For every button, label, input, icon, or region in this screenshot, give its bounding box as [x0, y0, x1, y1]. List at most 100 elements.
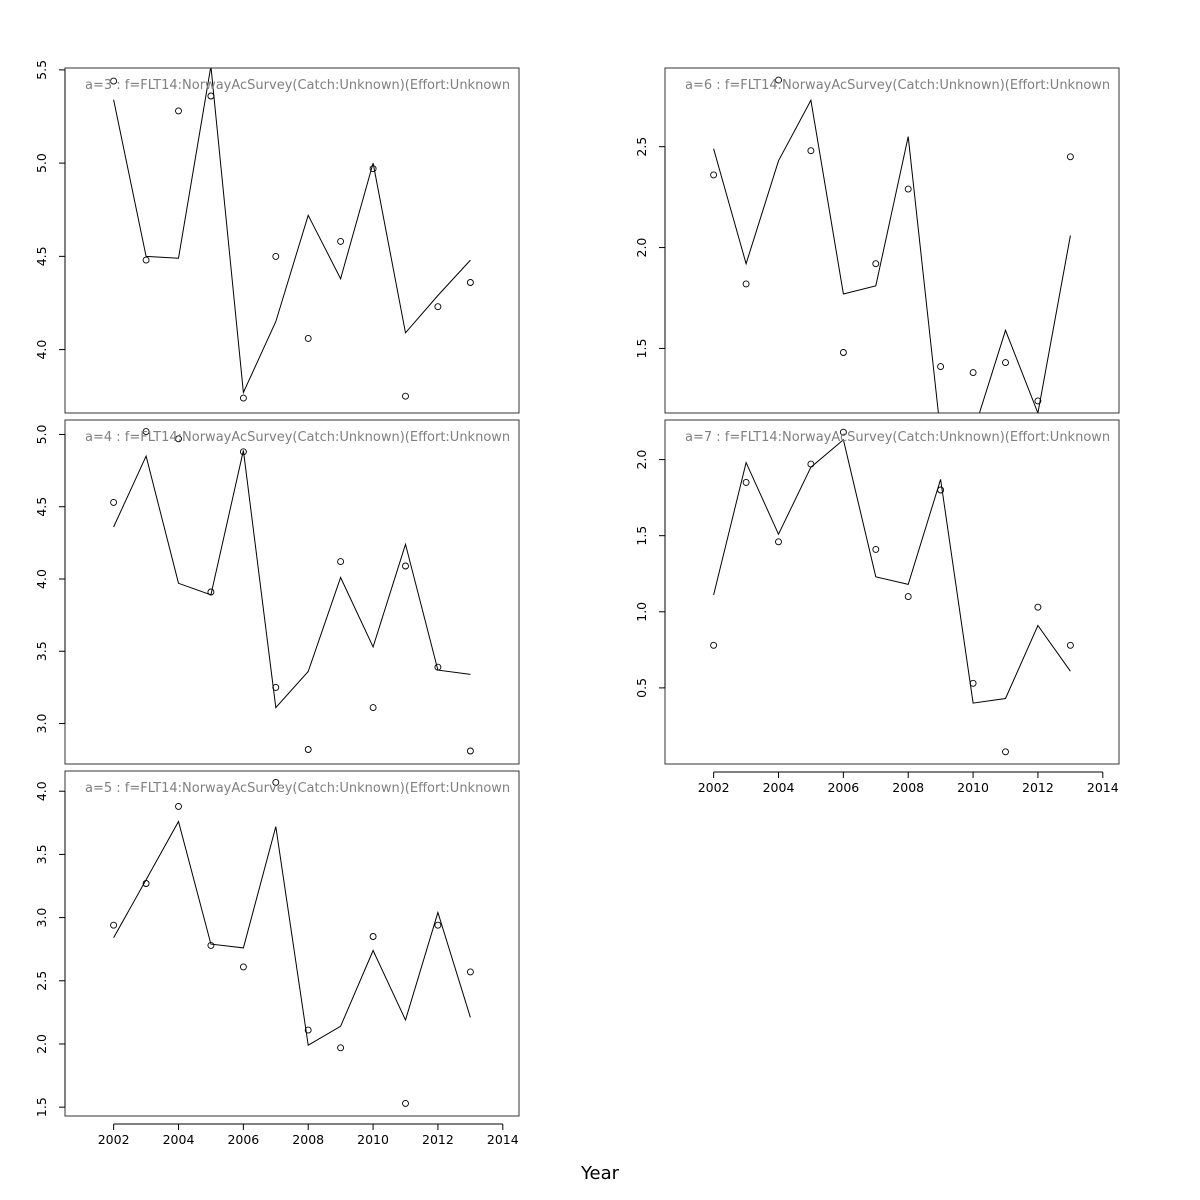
y-tick-label: 2.0	[634, 238, 649, 258]
x-tick-label: 2002	[98, 1132, 130, 1147]
observed-point	[402, 392, 409, 400]
observed-point	[742, 478, 750, 486]
y-tick-label: 5.5	[34, 60, 49, 80]
observed-point	[304, 1026, 312, 1034]
observed-point	[304, 334, 312, 342]
observed-point	[207, 941, 215, 949]
observed-point	[937, 486, 945, 494]
observed-point	[1034, 603, 1042, 611]
observed-point	[239, 394, 247, 402]
observed-point	[304, 746, 312, 753]
y-tick-label: 5.0	[34, 153, 49, 173]
observed-point	[207, 588, 215, 596]
y-tick-label: 2.5	[634, 137, 649, 157]
panel-4: a=6 : f=FLT14:NorwayAcSurvey(Catch:Unkno…	[634, 67, 1120, 414]
observed-point	[402, 562, 409, 570]
y-tick-label: 3.0	[34, 908, 49, 928]
observed-point	[872, 260, 880, 268]
observed-point	[175, 802, 182, 810]
y-tick-label: 1.5	[634, 526, 649, 546]
x-tick-label: 2006	[827, 780, 859, 795]
observed-point	[272, 252, 280, 260]
observed-point	[807, 147, 815, 155]
y-tick-label: 1.5	[634, 338, 649, 358]
panel-title: a=7 : f=FLT14:NorwayAcSurvey(Catch:Unkno…	[685, 430, 1110, 445]
observed-point	[710, 641, 718, 649]
panel-title: a=5 : f=FLT14:NorwayAcSurvey(Catch:Unkno…	[85, 781, 510, 796]
y-tick-label: 3.0	[34, 714, 49, 734]
x-tick-label: 2004	[163, 1132, 195, 1147]
x-tick-label: 2012	[422, 1132, 454, 1147]
observed-point	[434, 921, 442, 929]
observed-point	[110, 498, 118, 506]
observed-point	[466, 279, 474, 286]
observed-point	[337, 237, 345, 245]
observed-point	[272, 778, 280, 786]
observed-point	[1002, 359, 1009, 367]
panel-2: a=4 : f=FLT14:NorwayAcSurvey(Catch:Unkno…	[34, 419, 520, 765]
x-tick-label: 2010	[957, 780, 989, 795]
observed-point	[337, 1044, 345, 1052]
observed-point	[872, 545, 880, 553]
observed-point	[272, 683, 280, 691]
observed-point	[839, 428, 847, 436]
y-tick-label: 1.5	[34, 1097, 49, 1117]
observed-point	[807, 460, 815, 468]
observed-point	[434, 303, 442, 311]
y-tick-label: 4.0	[34, 569, 49, 589]
observed-point	[369, 933, 377, 940]
observed-point	[742, 280, 750, 288]
y-tick-label: 1.0	[634, 602, 649, 622]
x-tick-label: 2004	[763, 780, 795, 795]
x-tick-label: 2012	[1022, 780, 1054, 795]
fitted-line	[113, 68, 471, 395]
observed-point	[466, 968, 474, 976]
observed-point	[369, 165, 377, 173]
observed-point	[369, 704, 377, 712]
observed-point	[402, 1099, 409, 1107]
x-tick-label: 2014	[1087, 780, 1119, 795]
panel-1: a=3 : f=FLT14:NorwayAcSurvey(Catch:Unkno…	[34, 60, 520, 414]
observed-point	[175, 107, 182, 115]
x-tick-label: 2002	[698, 780, 730, 795]
observed-point	[1034, 397, 1042, 405]
x-tick-label: 2010	[357, 1132, 389, 1147]
observed-point	[775, 538, 782, 546]
panel-3: a=5 : f=FLT14:NorwayAcSurvey(Catch:Unkno…	[34, 770, 520, 1147]
y-tick-label: 3.5	[34, 844, 49, 864]
observed-point	[142, 428, 150, 436]
observed-point	[239, 448, 247, 456]
panel-title: a=6 : f=FLT14:NorwayAcSurvey(Catch:Unkno…	[685, 78, 1110, 93]
x-axis-title: Year	[580, 1163, 620, 1184]
y-tick-label: 4.5	[34, 246, 49, 266]
observed-point	[969, 679, 977, 687]
fitted-line	[713, 438, 1071, 704]
observed-point	[239, 963, 247, 971]
observed-point	[110, 77, 118, 85]
observed-point	[142, 880, 150, 887]
observed-point	[207, 92, 215, 100]
observed-point	[434, 663, 442, 671]
fitted-line	[713, 98, 1071, 413]
observed-point	[142, 256, 150, 264]
panels: a=3 : f=FLT14:NorwayAcSurvey(Catch:Unkno…	[34, 60, 1120, 1147]
panel-title: a=4 : f=FLT14:NorwayAcSurvey(Catch:Unkno…	[85, 430, 510, 445]
observed-point	[710, 171, 718, 179]
y-tick-label: 2.0	[634, 450, 649, 470]
observed-point	[110, 921, 118, 929]
y-tick-label: 4.0	[34, 781, 49, 801]
x-tick-label: 2014	[487, 1132, 519, 1147]
observed-point	[1066, 153, 1074, 161]
observed-point	[904, 593, 912, 601]
observed-point	[1066, 641, 1074, 649]
y-tick-label: 0.5	[634, 678, 649, 698]
x-tick-label: 2008	[292, 1132, 324, 1147]
observed-point	[337, 558, 345, 566]
observed-point	[969, 369, 977, 377]
fitted-line	[113, 820, 471, 1047]
observed-point	[466, 747, 474, 755]
fitted-line	[113, 450, 471, 709]
observed-point	[175, 435, 182, 443]
